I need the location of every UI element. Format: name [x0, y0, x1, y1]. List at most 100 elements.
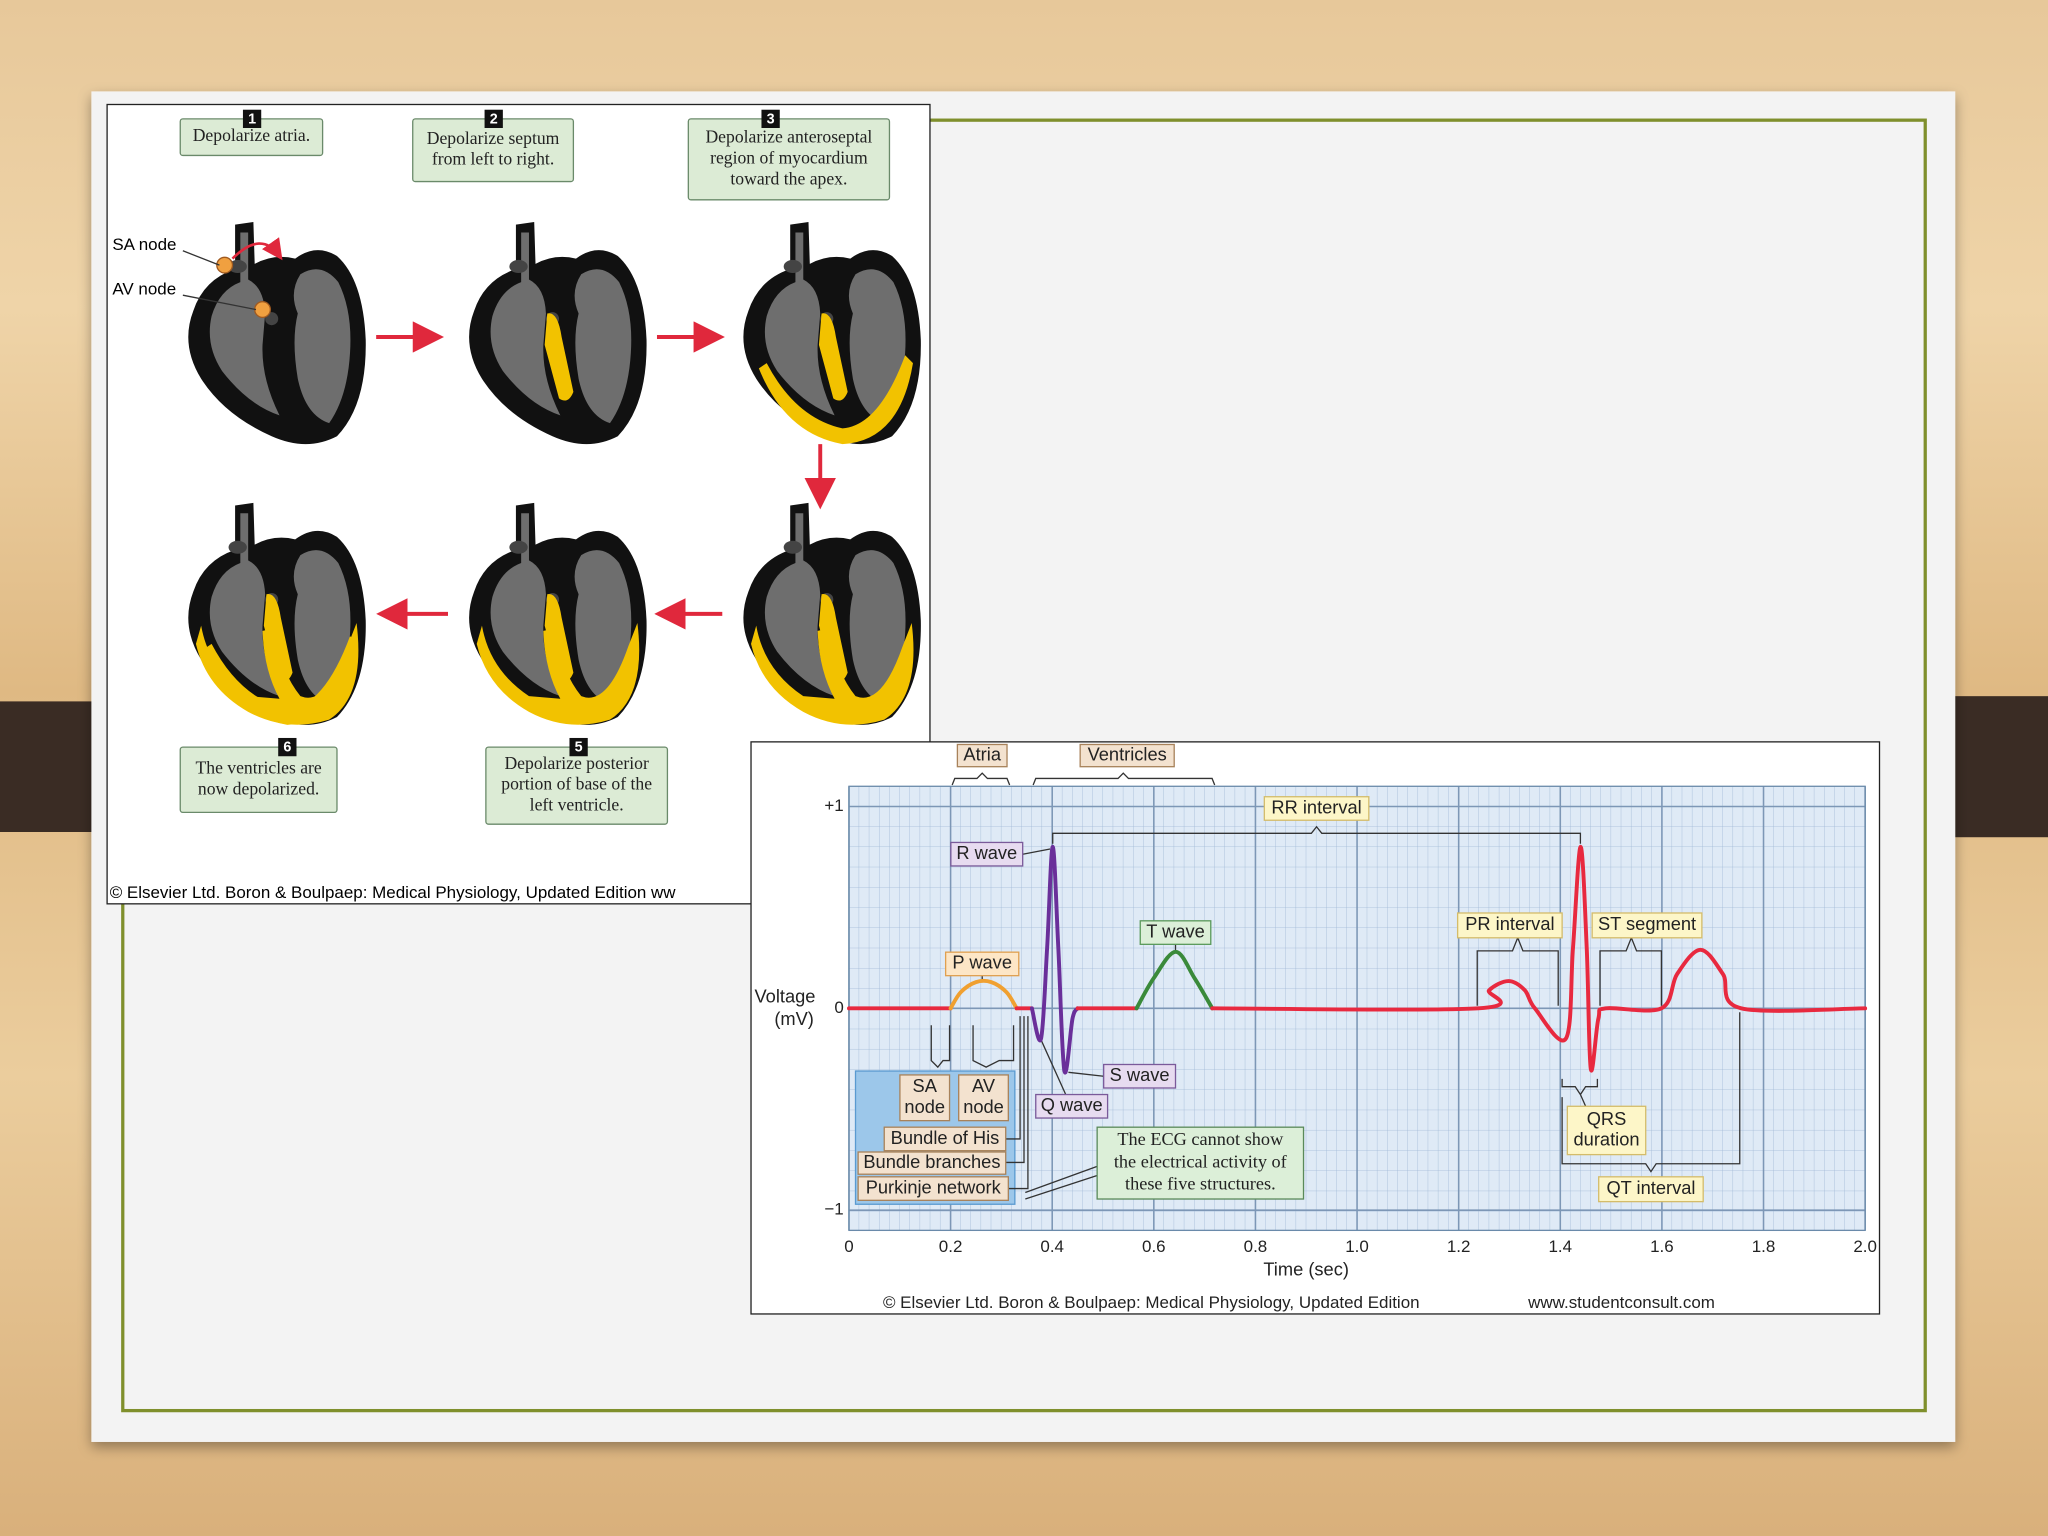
caption-box: [687, 118, 891, 201]
step-caption: Depolarize septum: [427, 128, 560, 148]
av-node: [254, 301, 272, 319]
x-tick-label: 1.4: [1548, 1237, 1572, 1256]
step-number: 1: [248, 111, 256, 127]
ecg-line: [1029, 844, 1080, 1075]
annotation-text: Bundle branches: [863, 1151, 1000, 1172]
ecg-labels: Atria Ventricles RR interval R wave T wave P …: [857, 743, 1704, 1203]
step-caption: Depolarize atria.: [193, 125, 310, 145]
annotation-text: Ventricles: [1088, 743, 1167, 764]
bracket: [1561, 1078, 1599, 1107]
ecg-line: [948, 978, 1019, 1011]
annotation-text: ST segment: [1598, 913, 1696, 934]
annotation-text: node: [904, 1096, 945, 1117]
annotation-box: [899, 1074, 951, 1122]
x-tick-label: 2.0: [1853, 1237, 1877, 1256]
brackets: [930, 772, 1741, 1200]
x-tick-label: 1.6: [1650, 1237, 1674, 1256]
annotation-text: The ECG cannot show: [1117, 1129, 1284, 1149]
y-axis-label: Voltage: [755, 986, 816, 1007]
annotation-text: Purkinje network: [866, 1176, 1002, 1197]
annotation-box: [1079, 743, 1175, 768]
step-number-box: [484, 109, 503, 128]
pointer-line: [1025, 1165, 1098, 1200]
step-number: 5: [575, 740, 583, 756]
annotation-text: node: [963, 1096, 1004, 1117]
credit: © Elsevier Ltd. Boron & Boulpaep: Medica…: [883, 1293, 1420, 1312]
y-tick-label: −1: [824, 1200, 843, 1219]
annotation-text: R wave: [956, 842, 1017, 863]
annotation-box: [1096, 1126, 1305, 1200]
leader-line: [182, 250, 257, 311]
step-number: 2: [490, 111, 498, 127]
heart-label: SA node: [112, 235, 176, 254]
annotation-box: [1263, 796, 1370, 821]
annotation-text: Atria: [963, 743, 1001, 764]
annotation-text: P wave: [952, 952, 1012, 973]
step-caption: Depolarize posterior: [504, 753, 648, 773]
ecg-line: [1134, 949, 1215, 1011]
annotation-text: S wave: [1110, 1064, 1170, 1085]
step-caption: Depolarize anteroseptal: [705, 126, 872, 146]
annotation-text: PR interval: [1465, 913, 1554, 934]
annotation-text: duration: [1574, 1129, 1640, 1150]
annotation-box: [1456, 912, 1563, 939]
annotation-box: [944, 951, 1020, 977]
x-tick-label: 0.6: [1142, 1237, 1166, 1256]
annotation-text: QT interval: [1606, 1177, 1695, 1198]
x-tick-label: 0.8: [1244, 1237, 1268, 1256]
annotation-box: [958, 1074, 1009, 1122]
annotation-text: Q wave: [1041, 1094, 1103, 1115]
step-caption: region of myocardium: [710, 147, 868, 167]
arrows: [376, 321, 836, 630]
ecg-line: [1210, 844, 1868, 1073]
annotation-text: Bundle of His: [891, 1127, 1000, 1148]
bracket: [1561, 1012, 1741, 1173]
annotation-box: [1566, 1105, 1647, 1156]
step-caption: left ventricle.: [530, 795, 624, 815]
annotation-box: [1591, 912, 1703, 939]
step-caption: The ventricles are: [195, 757, 321, 777]
website: www.studentconsult.com: [1527, 1293, 1715, 1312]
y-tick-label: 0: [834, 998, 843, 1017]
x-tick-label: 0: [844, 1237, 853, 1256]
credit: © Elsevier Ltd. Boron & Boulpaep: Medica…: [110, 883, 677, 902]
bracket: [930, 1016, 1029, 1190]
annotation-text: the electrical activity of: [1114, 1151, 1288, 1171]
annotation-text: QRS: [1587, 1108, 1627, 1129]
bracket: [1052, 825, 1582, 844]
step-number: 3: [767, 111, 775, 127]
arrow: [231, 237, 283, 261]
step-number: 6: [283, 740, 291, 756]
x-tick-label: 1.2: [1447, 1237, 1471, 1256]
bracket: [1032, 772, 1216, 786]
step-number-box: [761, 109, 780, 128]
sa-node: [216, 256, 234, 274]
annotation-box: [1103, 1063, 1177, 1089]
step-caption: from left to right.: [432, 149, 554, 169]
x-axis-label: Time (sec): [1263, 1259, 1349, 1280]
annotation-box: [1598, 1176, 1704, 1203]
step-number-box: [242, 109, 262, 128]
annotation-box: [950, 841, 1024, 867]
annotation-box: [883, 1126, 1007, 1152]
annotation-box: [956, 743, 1008, 768]
step-caption: now depolarized.: [198, 778, 319, 798]
annotation-box: [857, 1176, 1009, 1201]
annotation-box: [1139, 920, 1212, 945]
annotation-text: AV: [972, 1075, 996, 1096]
caption-box: [179, 746, 338, 814]
annotation-box: [1035, 1093, 1109, 1119]
annotation-text: SA: [913, 1075, 938, 1096]
ecg-trace: [847, 844, 1868, 1075]
annotation-text: these five structures.: [1125, 1173, 1276, 1193]
step-number-box: [569, 737, 588, 757]
heart-label: AV node: [112, 279, 176, 298]
x-tick-label: 1.8: [1752, 1237, 1776, 1256]
y-tick-label: +1: [824, 796, 843, 815]
annotation-text: T wave: [1146, 920, 1205, 941]
step-caption: toward the apex.: [730, 168, 847, 188]
annotation-text: RR interval: [1271, 796, 1361, 817]
